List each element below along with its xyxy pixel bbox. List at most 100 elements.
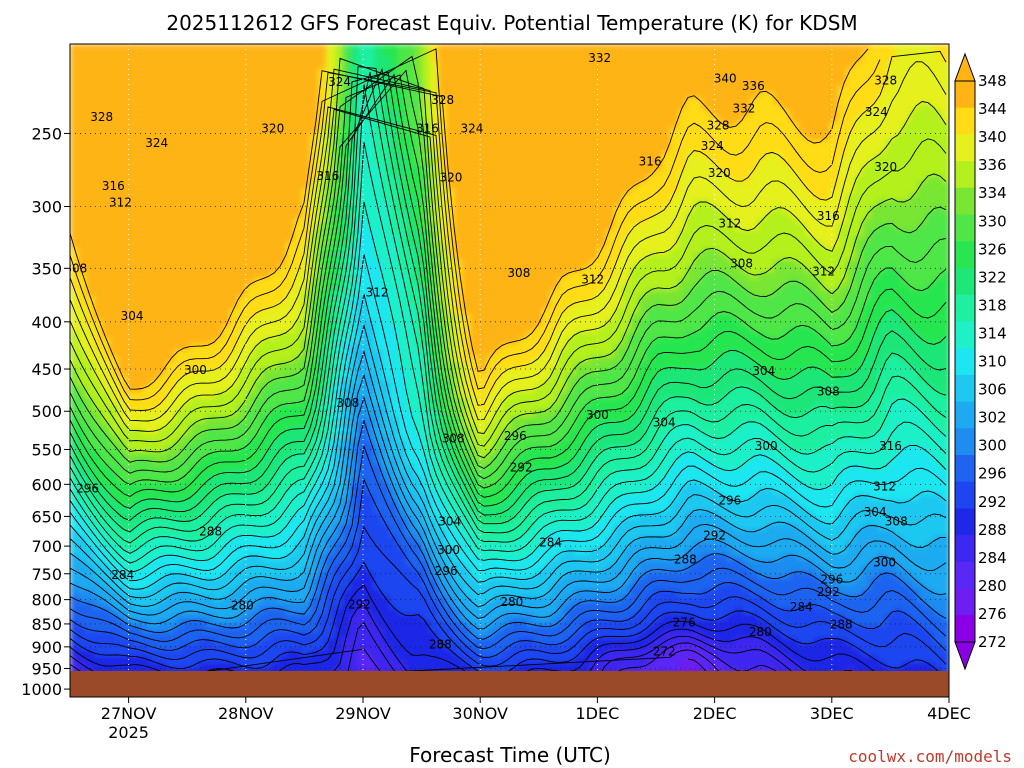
contour-label: 300: [437, 543, 460, 557]
contour-label: 324: [865, 105, 888, 119]
colorbar-label: 340: [978, 128, 1007, 146]
colorbar-swatch: [955, 134, 975, 162]
x-tick-label: 3DEC: [810, 704, 854, 723]
contour-label: 300: [586, 408, 609, 422]
contour-label: 316: [416, 122, 439, 136]
contour-label: 288: [429, 638, 452, 652]
contour-label: 340: [714, 72, 737, 86]
contour-line: [70, 525, 947, 667]
contour-label: 276: [673, 616, 696, 630]
contour-line: [70, 349, 947, 608]
contour-label: 296: [718, 494, 741, 508]
contour-label: 312: [109, 195, 132, 209]
contour-label: 288: [674, 553, 697, 567]
y-tick-label: 650: [31, 507, 62, 526]
contour-line: [70, 108, 947, 447]
colorbar-under-arrow: [954, 641, 976, 671]
contour-label: 292: [703, 529, 726, 543]
colorbar-swatch: [955, 187, 975, 216]
colorbar: 348 344 340 336 334 330 326 322 318 314 310 306 302 3…: [954, 52, 1007, 671]
contour-line: [70, 57, 947, 459]
contour-label: 324: [328, 75, 351, 89]
x-tick-label: 28NOV: [218, 704, 274, 723]
colorbar-swatch: [955, 535, 975, 563]
contour-label: 280: [749, 625, 772, 639]
contour-line: [70, 254, 947, 582]
contour-line: [70, 55, 947, 470]
y-tick-label: 1000: [21, 680, 62, 699]
y-tick-label: 550: [31, 440, 62, 459]
contour-label: 328: [707, 118, 730, 132]
contour-label: 308: [64, 261, 87, 275]
y-tick-label: 450: [31, 360, 62, 379]
contour-label: 328: [874, 73, 897, 87]
contour-label: 304: [438, 514, 461, 528]
contour-label: 316: [817, 209, 840, 223]
x-tick-label: 29NOV: [335, 704, 391, 723]
colorbar-label: 302: [978, 409, 1007, 427]
colorbar-label: 330: [978, 212, 1007, 230]
contour-line: [70, 477, 947, 658]
contour-label: 312: [718, 217, 741, 231]
contour-label: 336: [742, 79, 765, 93]
colorbar-label: 284: [978, 549, 1007, 567]
colorbar-label: 322: [978, 268, 1007, 286]
contour-label: 320: [439, 170, 462, 184]
credit-link[interactable]: coolwx.com/models: [848, 747, 1012, 766]
contour-label: 316: [639, 154, 662, 168]
ground-surface: [70, 671, 949, 697]
y-tick-label: 400: [31, 313, 62, 332]
contour-label: 280: [231, 599, 254, 613]
colorbar-label: 336: [978, 156, 1007, 174]
colorbar-label: 280: [978, 577, 1007, 595]
contour-label: 300: [184, 363, 207, 377]
contour-label: 320: [874, 160, 897, 174]
colorbar-swatch: [955, 107, 975, 135]
colorbar-label: 296: [978, 465, 1007, 483]
contour-line: [70, 66, 947, 533]
contour-label: 296: [76, 481, 99, 495]
colorbar-swatch: [955, 374, 975, 403]
contour-label: 308: [507, 266, 530, 280]
colorbar-label: 288: [978, 521, 1007, 539]
contour-line: [70, 142, 947, 564]
x-tick-label: 30NOV: [452, 704, 508, 723]
contour-label: 308: [817, 385, 840, 399]
colorbar-swatch: [955, 401, 975, 429]
contour-label: 304: [121, 309, 144, 323]
chart-title: 2025112612 GFS Forecast Equiv. Potential…: [166, 11, 857, 35]
colorbar-swatch: [955, 428, 975, 456]
contour-label: 304: [864, 505, 887, 519]
colorbar-swatch: [955, 481, 975, 509]
contour-line: [70, 68, 947, 434]
colorbar-swatch: [955, 321, 975, 349]
colorbar-swatch: [955, 161, 975, 189]
contour-line: [70, 67, 947, 521]
contour-label: 312: [366, 286, 389, 300]
y-tick-label: 300: [31, 198, 62, 217]
contour-label: 328: [431, 93, 454, 107]
colorbar-swatch: [955, 348, 975, 376]
contour-label: 332: [732, 102, 755, 116]
contour-label: 324: [461, 122, 484, 136]
contour-label: 284: [790, 600, 813, 614]
contour-label: 316: [102, 179, 125, 193]
contour-label: 300: [873, 555, 896, 569]
y-tick-label: 600: [31, 475, 62, 494]
x-tick-sublabel: 2025: [108, 723, 149, 742]
colorbar-over-arrow: [954, 52, 976, 82]
contour-line: [70, 201, 947, 573]
y-tick-label: 250: [31, 124, 62, 143]
y-tick-label: 900: [31, 638, 62, 657]
colorbar-label: 326: [978, 240, 1007, 258]
colorbar-swatch: [955, 241, 975, 269]
colorbar-swatch: [955, 588, 975, 616]
contour-label: 296: [435, 564, 458, 578]
y-tick-label: 950: [31, 660, 62, 679]
contour-label: 316: [879, 439, 902, 453]
colorbar-label: 300: [978, 437, 1007, 455]
contour-label: 308: [885, 514, 908, 528]
